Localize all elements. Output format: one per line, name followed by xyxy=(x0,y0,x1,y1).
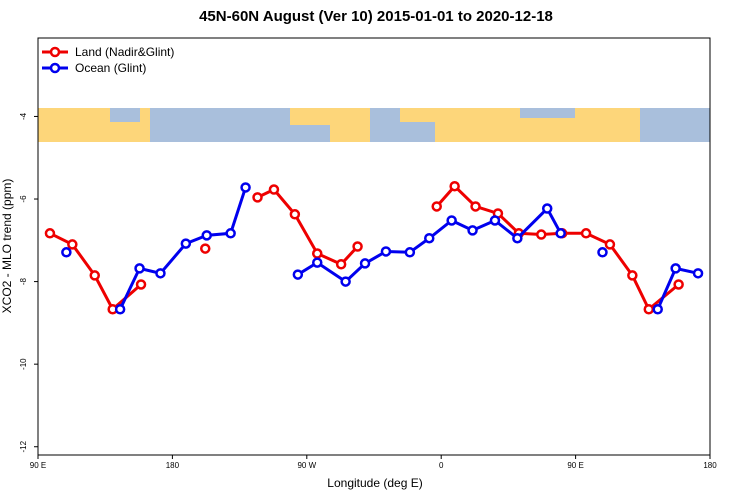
series-line xyxy=(49,184,680,312)
point xyxy=(692,268,704,279)
point xyxy=(155,268,166,279)
x-axis-title: Longitude (deg E) xyxy=(327,476,422,490)
point xyxy=(292,269,304,280)
y-axis-title: XCO2 - MLO trend (ppm) xyxy=(0,179,14,314)
point xyxy=(643,304,655,315)
point xyxy=(512,232,523,244)
point xyxy=(200,243,211,254)
point xyxy=(380,246,392,257)
y-tick-label: -8 xyxy=(19,277,28,285)
point xyxy=(312,248,323,259)
x-tick-label: 90 E xyxy=(567,461,583,470)
point xyxy=(240,182,251,193)
point xyxy=(652,304,663,315)
point xyxy=(489,215,501,226)
point xyxy=(44,228,56,239)
x-tick-label: 90 E xyxy=(30,461,46,470)
point xyxy=(541,203,553,214)
map-strip xyxy=(38,108,710,142)
y-tick-label: -12 xyxy=(19,440,28,452)
legend-marker xyxy=(49,62,61,74)
point xyxy=(268,184,280,195)
point xyxy=(61,247,72,258)
x-tick-label: 90 W xyxy=(297,461,316,470)
point xyxy=(424,232,435,244)
point xyxy=(335,259,347,270)
point xyxy=(340,276,351,287)
point xyxy=(134,263,145,274)
point xyxy=(135,279,147,290)
y-tick-label: -10 xyxy=(19,358,28,370)
point xyxy=(470,201,481,212)
point xyxy=(627,270,638,281)
point xyxy=(580,228,592,239)
point xyxy=(225,228,236,239)
legend-marker xyxy=(49,46,61,58)
plot-frame xyxy=(37,37,711,456)
legend-label: Land (Nadir&Glint) xyxy=(75,45,174,59)
point xyxy=(201,230,212,241)
point xyxy=(67,239,78,250)
point xyxy=(431,201,442,212)
point xyxy=(449,180,460,192)
point xyxy=(404,247,416,258)
point xyxy=(180,238,192,249)
point xyxy=(352,241,363,252)
point xyxy=(555,228,566,239)
point xyxy=(359,258,371,269)
x-tick-label: 180 xyxy=(703,461,717,470)
series xyxy=(61,182,704,315)
point xyxy=(597,247,608,258)
chart-title: 45N-60N August (Ver 10) 2015-01-01 to 20… xyxy=(199,8,553,25)
y-tick-label: -6 xyxy=(19,195,28,203)
point xyxy=(670,263,681,274)
point xyxy=(604,239,616,250)
point xyxy=(467,225,478,236)
y-tick-label: -4 xyxy=(19,112,28,120)
point xyxy=(446,215,457,226)
x-tick-label: 0 xyxy=(439,461,444,470)
point xyxy=(89,270,100,281)
point xyxy=(312,257,323,268)
point xyxy=(673,279,684,290)
point xyxy=(536,229,547,240)
point xyxy=(252,192,263,203)
legend-label: Ocean (Glint) xyxy=(75,61,146,75)
series xyxy=(44,180,684,315)
point xyxy=(289,209,301,220)
x-tick-label: 180 xyxy=(166,461,180,470)
point xyxy=(114,304,126,315)
